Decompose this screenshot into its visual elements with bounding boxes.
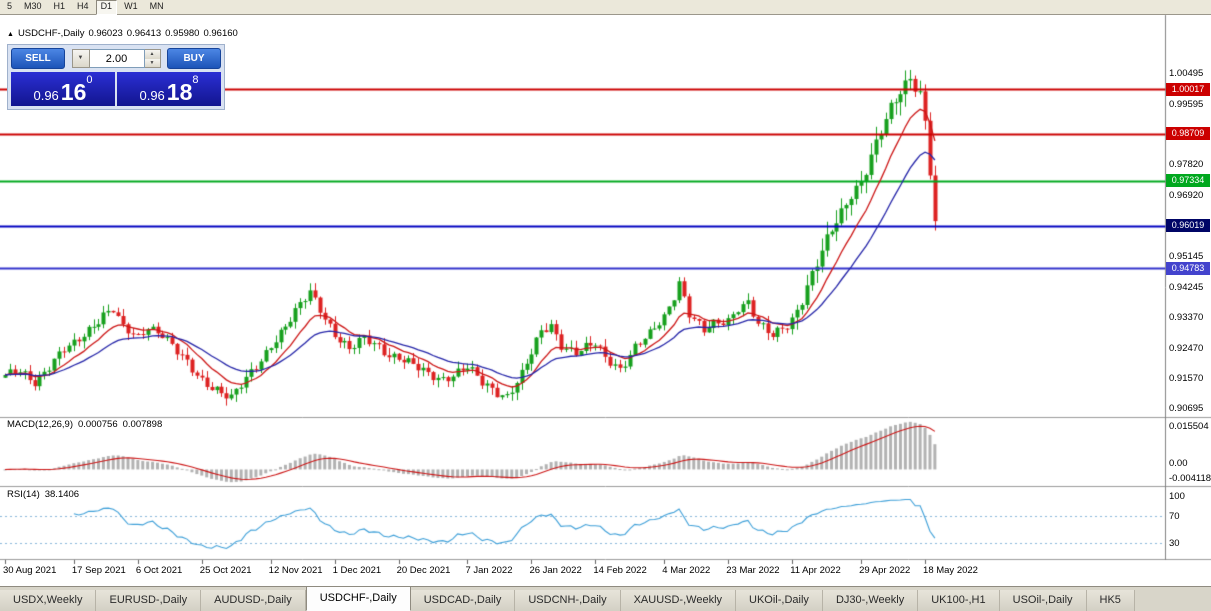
tab-usdx-weekly[interactable]: USDX,Weekly <box>0 590 97 611</box>
bid-price-box[interactable]: 0.96 16 0 <box>11 72 115 106</box>
bid-price-prefix: 0.96 <box>33 88 59 103</box>
hline-price-badge[interactable]: 0.97334 <box>1166 174 1210 188</box>
ask-price-big: 18 <box>166 79 193 105</box>
date-axis-label: 20 Dec 2021 <box>396 565 451 576</box>
one-click-trading-panel: SELL ▼ ▲ ▼ BUY 0.96 16 0 0.96 18 8 <box>7 44 225 110</box>
tab-dj30-weekly[interactable]: DJ30-,Weekly <box>822 590 919 611</box>
date-axis-label: 26 Jan 2022 <box>529 565 582 576</box>
volume-increase-icon[interactable]: ▲ <box>144 50 160 59</box>
macd-value-main: 0.000756 <box>78 419 118 430</box>
price-axis-label: 0.94245 <box>1169 281 1204 293</box>
one-click-collapse-icon[interactable]: ▲ <box>7 31 14 38</box>
tab-ukoil-daily[interactable]: UKOil-,Daily <box>736 590 823 611</box>
tab-hk5[interactable]: HK5 <box>1086 590 1135 611</box>
ask-price-box[interactable]: 0.96 18 8 <box>117 72 221 106</box>
rsi-name: RSI(14) <box>7 489 40 500</box>
sell-button[interactable]: SELL <box>11 48 65 69</box>
hline-price-badge[interactable]: 0.98709 <box>1166 127 1210 141</box>
price-axis-label: 0.96920 <box>1169 190 1204 202</box>
tab-usdcad-daily[interactable]: USDCAD-,Daily <box>410 590 516 611</box>
chart-header: ▲ USDCHF-,Daily 0.96023 0.96413 0.95980 0.961… <box>7 28 242 39</box>
bid-price-big: 16 <box>60 79 87 105</box>
date-axis-label: 23 Mar 2022 <box>726 565 780 576</box>
tab-eurusd-daily[interactable]: EURUSD-,Daily <box>96 590 202 611</box>
ohlc-high: 0.96413 <box>126 28 162 39</box>
rsi-axis-label: 100 <box>1169 490 1185 502</box>
price-axis-label: 0.95145 <box>1169 250 1204 262</box>
tab-usoil-daily[interactable]: USOil-,Daily <box>999 590 1087 611</box>
chart-tab-bar: USDX,Weekly EURUSD-,Daily AUDUSD-,Daily USD… <box>0 586 1211 611</box>
volume-input[interactable] <box>89 49 145 68</box>
tab-audusd-daily[interactable]: AUDUSD-,Daily <box>201 590 306 611</box>
volume-stepper: ▼ ▲ ▼ <box>71 49 161 68</box>
volume-decrease-icon[interactable]: ▼ <box>144 58 160 67</box>
ask-price-prefix: 0.96 <box>139 88 165 103</box>
rsi-value: 38.1406 <box>44 489 80 500</box>
date-axis-label: 12 Nov 2021 <box>268 565 323 576</box>
date-axis-label: 6 Oct 2021 <box>135 565 183 576</box>
chart-title: USDCHF-,Daily <box>17 28 85 39</box>
timeframe-button-w1[interactable]: W1 <box>124 0 138 11</box>
date-axis-label: 1 Dec 2021 <box>332 565 382 576</box>
price-axis-label: 0.90695 <box>1169 403 1204 415</box>
macd-axis-label: 0.015504 <box>1169 421 1209 432</box>
macd-value-signal: 0.007898 <box>122 419 163 430</box>
tab-usdcnh-daily[interactable]: USDCNH-,Daily <box>515 590 621 611</box>
rsi-axis-label: 70 <box>1169 511 1180 523</box>
date-axis-label: 11 Apr 2022 <box>790 565 841 576</box>
tab-xauusd-weekly[interactable]: XAUUSD-,Weekly <box>620 590 737 611</box>
date-axis-label: 14 Feb 2022 <box>593 565 647 576</box>
buy-button[interactable]: BUY <box>167 48 221 69</box>
date-axis-label: 7 Jan 2022 <box>465 565 513 576</box>
macd-axis-label: -0.004118 <box>1169 473 1211 484</box>
date-axis-label: 30 Aug 2021 <box>3 565 57 576</box>
date-axis-label: 25 Oct 2021 <box>199 565 252 576</box>
date-axis-label: 17 Sep 2021 <box>71 565 126 576</box>
price-axis-label: 0.92470 <box>1169 342 1204 354</box>
timeframe-button-h4[interactable]: H4 <box>77 0 89 11</box>
price-axis-label: 1.00495 <box>1169 67 1204 79</box>
macd-name: MACD(12,26,9) <box>7 419 73 430</box>
tab-uk100-h1[interactable]: UK100-,H1 <box>918 590 1000 611</box>
hline-price-badge[interactable]: 0.94783 <box>1166 261 1210 275</box>
rsi-indicator-label: RSI(14) 38.1406 <box>7 489 84 500</box>
timeframe-button-5[interactable]: 5 <box>7 0 13 11</box>
rsi-axis-label: 30 <box>1169 538 1180 550</box>
timeframe-button-m30[interactable]: M30 <box>24 0 42 11</box>
ohlc-open: 0.96023 <box>88 28 123 39</box>
date-axis-label: 4 Mar 2022 <box>662 565 711 576</box>
hline-price-badge[interactable]: 0.96019 <box>1166 219 1210 233</box>
date-axis-label: 29 Apr 2022 <box>859 565 911 576</box>
price-axis-label: 0.91570 <box>1169 373 1204 385</box>
ask-price-pip: 8 <box>192 74 199 86</box>
volume-dropdown-icon[interactable]: ▼ <box>71 49 90 68</box>
ohlc-close: 0.96160 <box>203 28 238 39</box>
macd-axis-label: 0.00 <box>1169 458 1188 470</box>
timeframe-button-d1[interactable]: D1 <box>95 0 118 15</box>
timeframe-button-h1[interactable]: H1 <box>53 0 66 11</box>
price-axis-label: 0.97820 <box>1169 159 1204 171</box>
price-axis-label: 0.99595 <box>1169 98 1204 110</box>
price-axis-label: 0.93370 <box>1169 311 1204 323</box>
hline-price-badge[interactable]: 1.00017 <box>1166 82 1210 96</box>
ohlc-low: 0.95980 <box>165 28 200 39</box>
date-axis-label: 18 May 2022 <box>923 565 978 576</box>
bid-price-pip: 0 <box>86 74 93 86</box>
macd-indicator-label: MACD(12,26,9) 0.000756 0.007898 <box>7 419 167 430</box>
tab-usdchf-daily[interactable]: USDCHF-,Daily <box>305 586 411 611</box>
timeframe-button-mn[interactable]: MN <box>149 0 164 11</box>
timeframe-toolbar: 5 M30 H1 H4 D1 W1 MN <box>0 0 1211 15</box>
